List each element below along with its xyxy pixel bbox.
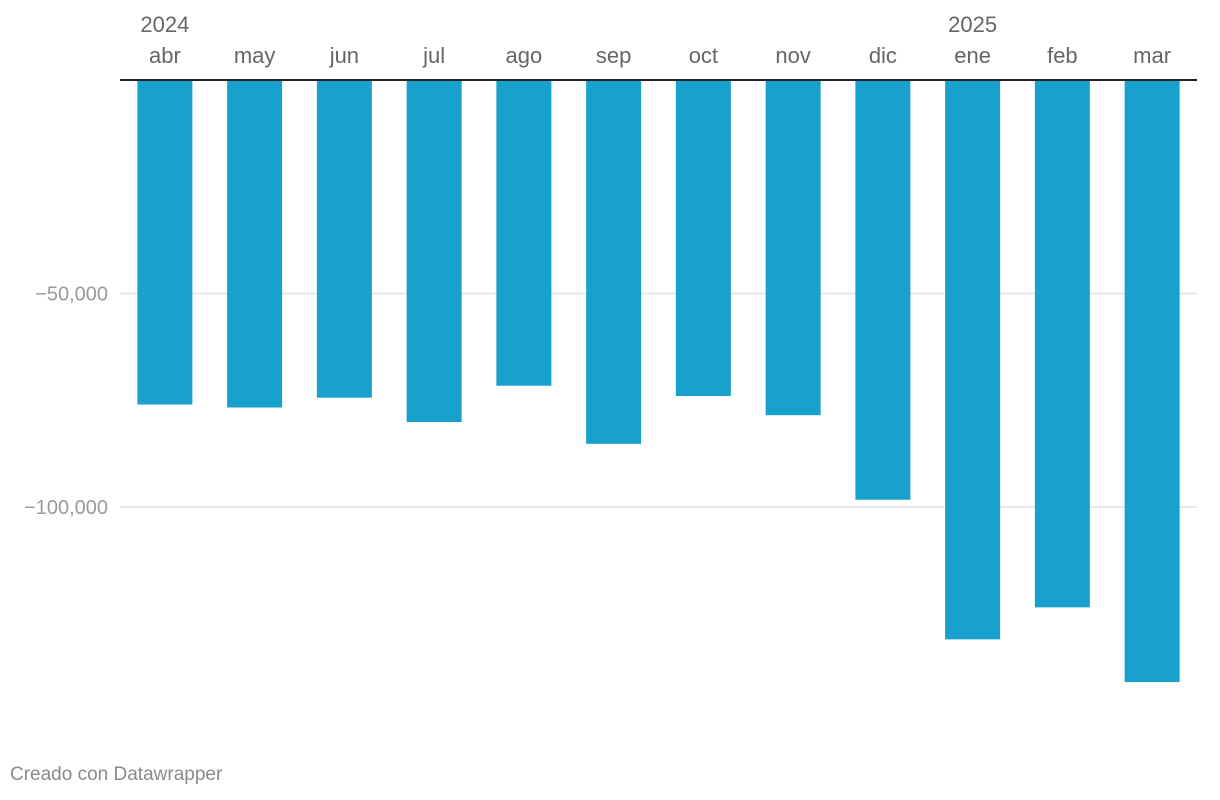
bar-ago (496, 80, 552, 386)
gridlines (120, 292, 1197, 508)
bars (137, 80, 1180, 683)
bar-sep (586, 80, 642, 444)
x-tick-label: may (234, 43, 276, 68)
bar-jul (406, 80, 462, 423)
year-label: 2025 (948, 12, 997, 37)
x-tick-label: jul (422, 43, 445, 68)
x-tick-label: abr (149, 43, 181, 68)
credit-text: Creado con Datawrapper (10, 764, 223, 785)
x-tick-label: nov (775, 43, 810, 68)
bar-nov (765, 80, 821, 416)
bar-feb (1034, 80, 1090, 608)
bar-oct (675, 80, 731, 396)
x-tick-label: ago (506, 43, 543, 68)
y-tick-label: −50,000 (35, 284, 108, 306)
bar-jun (316, 80, 372, 398)
bar-dic (855, 80, 911, 500)
bar-may (227, 80, 283, 408)
x-tick-label: oct (689, 43, 718, 68)
x-tick-label: mar (1133, 43, 1171, 68)
bar-mar (1124, 80, 1180, 683)
bar-chart: −50,000 −100,000 abr may jun jul ago sep oct nov d… (24, 12, 1197, 683)
x-tick-label: ene (954, 43, 991, 68)
bar-abr (137, 80, 193, 405)
year-label: 2024 (140, 12, 189, 37)
x-tick-label: dic (869, 43, 897, 68)
axis-labels: −50,000 −100,000 abr may jun jul ago sep oct nov d… (24, 12, 1171, 519)
x-tick-label: feb (1047, 43, 1078, 68)
x-tick-label: sep (596, 43, 631, 68)
bar-ene (945, 80, 1001, 640)
y-tick-label: −100,000 (24, 497, 108, 519)
x-tick-label: jun (329, 43, 359, 68)
